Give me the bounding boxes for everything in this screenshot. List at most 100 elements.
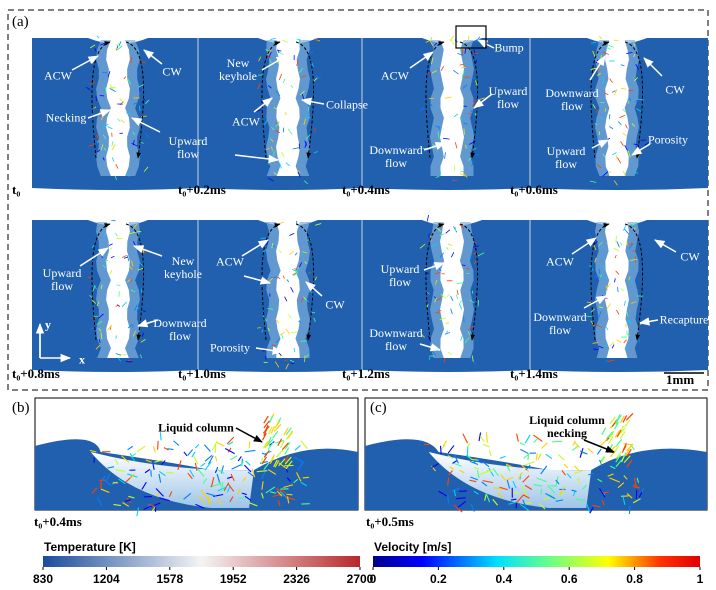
- velocity-vector: [620, 141, 624, 146]
- velocity-vector: [563, 463, 569, 469]
- velocity-vector: [535, 453, 538, 461]
- velocity-vector: [298, 67, 303, 74]
- velocity-vector: [98, 313, 104, 319]
- velocity-vector: [447, 477, 450, 486]
- velocity-vector: [273, 423, 282, 432]
- velocity-vector: [467, 325, 474, 331]
- keyhole: [605, 40, 629, 176]
- velocity-vector: [244, 449, 256, 453]
- annotation: CW: [680, 249, 700, 264]
- velocity-vector: [109, 83, 114, 91]
- velocity-vector: [598, 268, 601, 275]
- annotation: Upward flow: [380, 262, 420, 289]
- velocity-vector: [626, 493, 633, 499]
- annotation: Liquid column: [158, 420, 234, 435]
- velocity-vector: [132, 330, 137, 337]
- velocity-vector: [228, 441, 234, 446]
- velocity-vector: [242, 476, 247, 482]
- velocity-vector: [227, 447, 232, 453]
- velocity-vector: [471, 77, 476, 80]
- velocity-vector: [475, 80, 478, 86]
- velocity-vector: [271, 127, 275, 131]
- velocity-vector: [633, 484, 640, 489]
- velocity-vector: [429, 40, 434, 46]
- velocity-vector: [206, 497, 213, 503]
- velocity-vector: [248, 502, 258, 507]
- velocity-vector: [519, 442, 526, 446]
- velocity-vector: [284, 455, 289, 463]
- velocity-vector: [214, 456, 218, 462]
- velocity-vector: [592, 504, 601, 508]
- velocity-vector: [126, 112, 132, 115]
- velocity-vector: [622, 224, 627, 231]
- velocity-vector: [482, 480, 494, 484]
- velocity-vector: [452, 459, 458, 464]
- time-label: t₀: [12, 182, 21, 197]
- velocity-vector: [267, 327, 270, 332]
- velocity-vector: [439, 317, 447, 321]
- velocity-vector: [289, 233, 295, 236]
- velocity-vector: [294, 252, 298, 256]
- flow-path: [459, 223, 479, 341]
- velocity-vector: [198, 495, 206, 504]
- velocity-vector: [121, 301, 127, 307]
- velocity-vector: [634, 99, 638, 103]
- velocity-vector: [158, 473, 162, 483]
- velocity-vector: [485, 432, 488, 443]
- velocity-vector: [611, 152, 617, 156]
- velocity-vector: [636, 108, 642, 113]
- velocity-vector: [479, 435, 486, 443]
- keyhole: [276, 222, 300, 358]
- velocity-vector: [547, 484, 556, 494]
- velocity-vector: [116, 45, 121, 47]
- velocity-vector: [111, 141, 114, 147]
- annotation-arrow: [71, 55, 99, 71]
- velocity-vector: [314, 276, 317, 281]
- velocity-vector: [204, 455, 213, 462]
- velocity-vector: [627, 150, 631, 158]
- velocity-vector: [450, 308, 453, 315]
- velocity-vector: [589, 507, 594, 514]
- velocity-vector: [609, 416, 616, 425]
- velocity-vector: [616, 309, 620, 315]
- velocity-vector: [420, 106, 425, 112]
- velocity-vector: [287, 128, 293, 135]
- velocity-vector: [466, 442, 471, 448]
- velocity-vector: [163, 447, 169, 451]
- panel-label: (a): [12, 14, 29, 30]
- velocity-vector: [105, 259, 109, 262]
- annotation-arrow: [423, 262, 445, 271]
- velocity-vector: [431, 463, 439, 468]
- velocity-vector: [633, 77, 639, 82]
- velocity-vector: [292, 147, 300, 150]
- velocity-vector: [540, 465, 548, 475]
- velocity-vector: [152, 463, 155, 470]
- velocity-vector: [521, 486, 528, 497]
- bump-box: [455, 25, 487, 49]
- velocity-vector: [482, 443, 490, 448]
- velocity-vector: [91, 299, 97, 304]
- velocity-vector: [290, 286, 294, 293]
- velocity-vector: [619, 114, 626, 119]
- velocity-vector: [558, 492, 564, 497]
- velocity-vector: [302, 476, 309, 479]
- velocity-vector: [599, 438, 608, 447]
- velocity-vector: [312, 77, 318, 83]
- velocity-vector: [637, 98, 645, 101]
- velocity-vector: [230, 473, 235, 482]
- annotation-arrow: [419, 343, 442, 352]
- velocity-vector: [137, 261, 144, 267]
- velocity-vector: [609, 465, 616, 470]
- annotation-arrow: [253, 97, 273, 113]
- velocity-vector: [307, 271, 310, 275]
- velocity-vector: [130, 260, 134, 267]
- annotation: Downward flow: [369, 326, 423, 353]
- velocity-vector: [499, 486, 508, 491]
- velocity-vector: [274, 361, 280, 368]
- annotation: Downward flow: [545, 86, 599, 113]
- velocity-vector: [627, 98, 629, 103]
- velocity-vector: [271, 242, 274, 249]
- velocity-vector: [310, 50, 314, 54]
- velocity-vector: [224, 448, 235, 455]
